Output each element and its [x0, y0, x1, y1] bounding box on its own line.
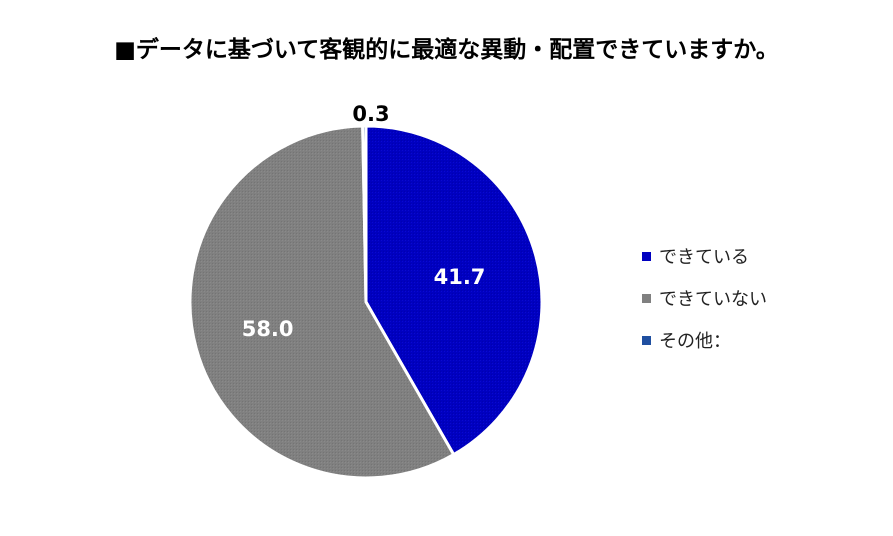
- pie-slice-dekiteinai: [188, 124, 456, 480]
- pie-slice-sonota: [361, 124, 368, 303]
- chart-title: ■データに基づいて客観的に最適な異動・配置できていますか。: [114, 37, 779, 63]
- legend-label: その他：: [659, 331, 731, 352]
- pie-slice-dekiteiru: [364, 124, 544, 457]
- legend-item-dekiteinai: できていない: [642, 285, 767, 311]
- legend-swatch-icon: [642, 251, 651, 261]
- data-label: 0.3: [352, 102, 389, 126]
- legend-label: できている: [659, 247, 749, 268]
- legend-item-dekiteiru: できている: [642, 243, 749, 269]
- legend-label: できていない: [659, 289, 767, 310]
- data-label: 41.7: [434, 265, 486, 289]
- legend-item-sonota: その他：: [642, 327, 731, 353]
- data-label: 58.0: [242, 317, 294, 341]
- legend-swatch-icon: [642, 335, 651, 345]
- legend-swatch-icon: [642, 293, 651, 303]
